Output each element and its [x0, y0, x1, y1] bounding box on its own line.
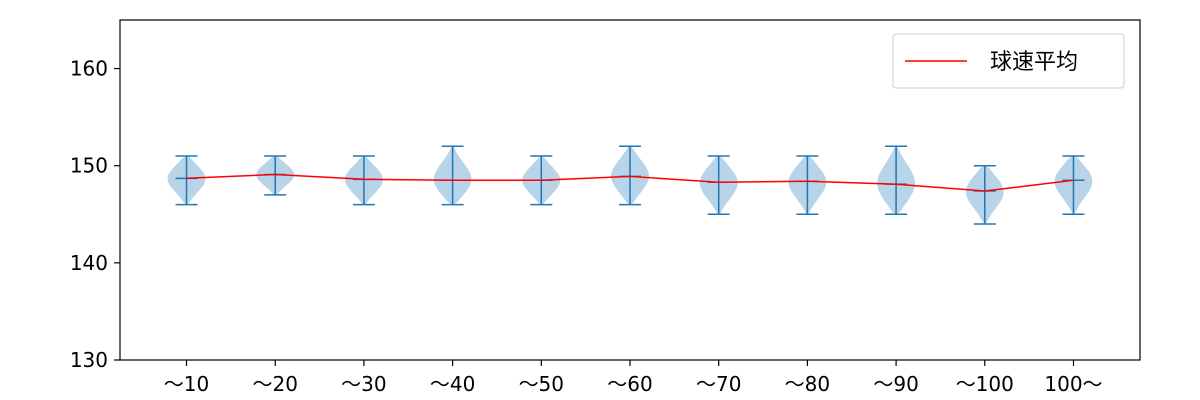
x-tick-label: ～80 [785, 372, 830, 396]
x-tick-label: ～50 [519, 372, 564, 396]
legend-box [892, 33, 1125, 89]
x-tick-label: ～100 [956, 372, 1014, 396]
y-tick-label: 140 [70, 251, 108, 275]
average-speed-line [186, 173, 1074, 192]
y-tick-label: 130 [70, 348, 108, 372]
legend-label: 球速平均 [990, 50, 1078, 75]
x-tick-label: ～60 [607, 372, 652, 396]
average-line-layer [186, 173, 1074, 192]
x-tick-label: ～90 [873, 372, 918, 396]
y-axis: 130 140 150 160 [70, 57, 120, 372]
y-tick-label: 160 [70, 57, 108, 81]
x-tick-label: 100～ [1044, 372, 1102, 396]
x-tick-label: ～10 [164, 372, 209, 396]
y-tick-label: 150 [70, 154, 108, 178]
x-tick-label: ～70 [696, 372, 741, 396]
x-tick-label: ～40 [430, 372, 475, 396]
x-axis: ～10 ～20 ～30 ～40 ～50 ～60 ～70 ～80 ～90 ～100 100～ [164, 360, 1103, 396]
x-tick-label: ～30 [341, 372, 386, 396]
legend: 球速平均 [892, 33, 1125, 89]
whisker-layer [175, 145, 1085, 225]
x-tick-label: ～20 [252, 372, 297, 396]
